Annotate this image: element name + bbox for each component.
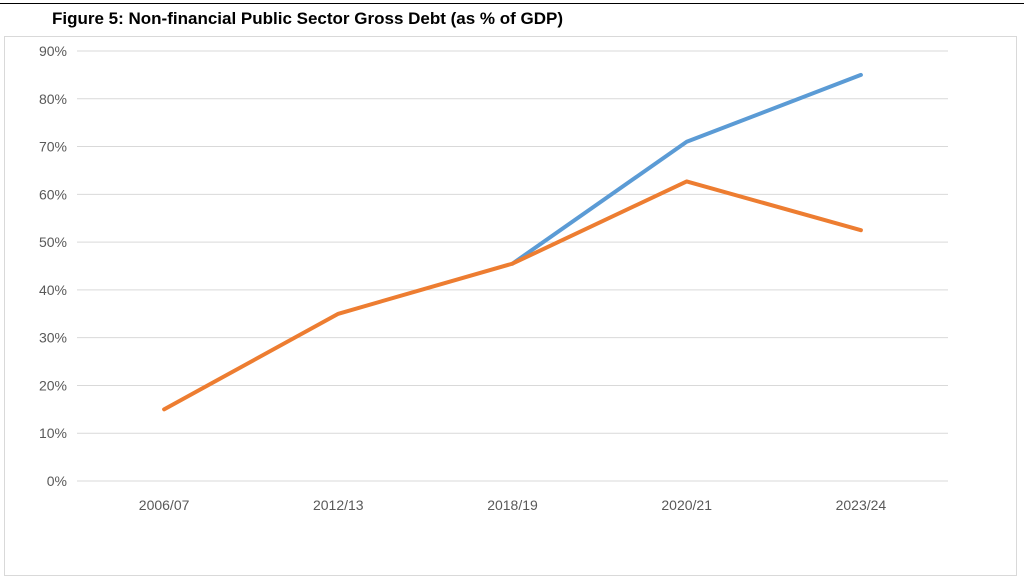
y-tick-label: 50%	[39, 234, 67, 250]
line-chart: 0% 10% 20% 30% 40% 50% 60% 70% 80% 90% 2006/07 201…	[39, 43, 948, 513]
series-line-2	[162, 179, 863, 412]
y-tick-label: 0%	[47, 473, 67, 489]
y-tick-label: 90%	[39, 43, 67, 59]
gridlines	[77, 50, 948, 482]
y-tick-label: 70%	[39, 139, 67, 155]
top-rule	[0, 3, 1024, 4]
y-tick-label: 80%	[39, 91, 67, 107]
y-tick-label: 20%	[39, 377, 67, 393]
chart-title: Figure 5: Non-financial Public Sector Gr…	[52, 9, 564, 28]
series-lines	[162, 72, 863, 412]
series-line-1	[510, 72, 863, 266]
y-tick-label: 40%	[39, 282, 67, 298]
x-axis-ticks: 2006/07 2012/13 2018/19 2020/21 2023/24	[139, 497, 887, 513]
x-tick-label: 2023/24	[836, 497, 887, 513]
y-axis-ticks: 0% 10% 20% 30% 40% 50% 60% 70% 80% 90%	[39, 43, 67, 489]
x-tick-label: 2018/19	[487, 497, 538, 513]
x-tick-label: 2020/21	[661, 497, 712, 513]
y-tick-label: 30%	[39, 330, 67, 346]
x-tick-label: 2006/07	[139, 497, 190, 513]
y-tick-label: 60%	[39, 186, 67, 202]
x-tick-label: 2012/13	[313, 497, 364, 513]
chart-frame: 0% 10% 20% 30% 40% 50% 60% 70% 80% 90% 2006/07 201…	[4, 36, 1017, 576]
y-tick-label: 10%	[39, 425, 67, 441]
